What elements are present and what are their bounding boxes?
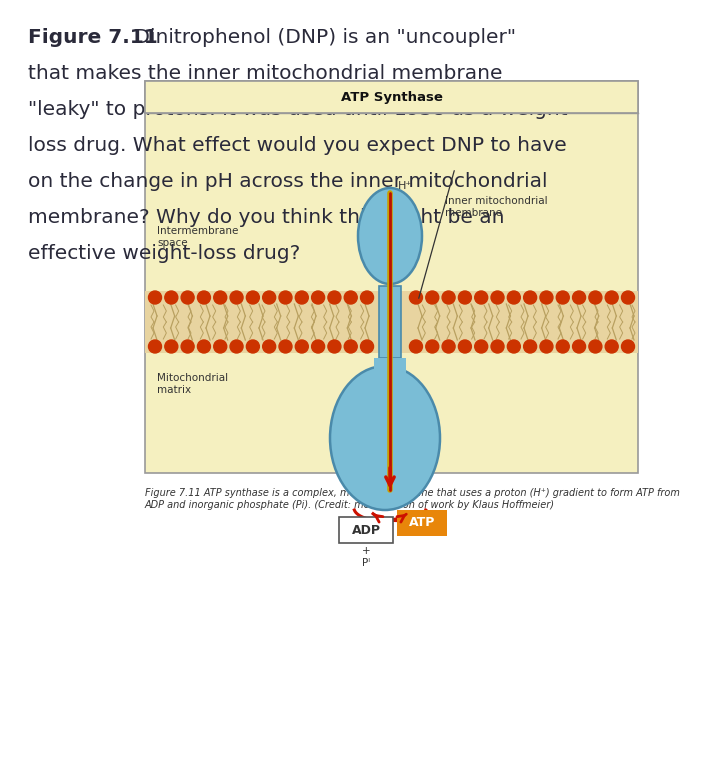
Circle shape <box>606 340 618 353</box>
Circle shape <box>557 340 570 353</box>
Circle shape <box>410 291 423 304</box>
Circle shape <box>426 340 438 353</box>
Text: Inner mitochondrial
membrane: Inner mitochondrial membrane <box>445 196 548 217</box>
Circle shape <box>606 291 618 304</box>
Ellipse shape <box>330 366 440 510</box>
Circle shape <box>621 291 634 304</box>
Circle shape <box>442 340 455 353</box>
Text: H⁺: H⁺ <box>398 181 413 191</box>
Circle shape <box>589 291 602 304</box>
Circle shape <box>491 340 504 353</box>
Circle shape <box>230 291 243 304</box>
Text: loss drug. What effect would you expect DNP to have: loss drug. What effect would you expect … <box>28 136 567 155</box>
Circle shape <box>230 340 243 353</box>
Text: on the change in pH across the inner mitochondrial: on the change in pH across the inner mit… <box>28 172 547 191</box>
Circle shape <box>181 340 194 353</box>
Circle shape <box>361 340 374 353</box>
Circle shape <box>344 340 357 353</box>
Circle shape <box>181 291 194 304</box>
Circle shape <box>312 291 325 304</box>
Circle shape <box>508 291 521 304</box>
Bar <box>145 81 638 473</box>
Circle shape <box>459 291 472 304</box>
Circle shape <box>426 291 438 304</box>
Text: Figure 7.11: Figure 7.11 <box>28 28 158 47</box>
Circle shape <box>148 291 161 304</box>
Circle shape <box>328 291 341 304</box>
Bar <box>379 286 401 358</box>
Text: +
Pᴵ: + Pᴵ <box>361 546 370 567</box>
Ellipse shape <box>358 188 422 284</box>
Circle shape <box>491 291 504 304</box>
Circle shape <box>459 340 472 353</box>
Text: membrane? Why do you think this might be an: membrane? Why do you think this might be… <box>28 208 505 227</box>
Text: Intermembrane
space: Intermembrane space <box>157 226 238 247</box>
Circle shape <box>572 340 585 353</box>
Circle shape <box>263 340 276 353</box>
Circle shape <box>246 340 259 353</box>
Circle shape <box>279 291 292 304</box>
Circle shape <box>295 340 308 353</box>
Text: Figure 7.11 ATP synthase is a complex, molecular machine that uses a proton (H⁺): Figure 7.11 ATP synthase is a complex, m… <box>145 488 680 510</box>
Circle shape <box>540 340 553 353</box>
Circle shape <box>540 291 553 304</box>
Bar <box>145 291 638 353</box>
Text: "leaky" to protons. It was used until 1938 as a weight-: "leaky" to protons. It was used until 19… <box>28 100 575 119</box>
Circle shape <box>295 291 308 304</box>
Circle shape <box>263 291 276 304</box>
Circle shape <box>246 291 259 304</box>
Circle shape <box>214 340 227 353</box>
Text: that makes the inner mitochondrial membrane: that makes the inner mitochondrial membr… <box>28 64 503 83</box>
Circle shape <box>410 340 423 353</box>
Bar <box>374 358 406 433</box>
Circle shape <box>214 291 227 304</box>
FancyBboxPatch shape <box>339 517 393 543</box>
Text: Dinitrophenol (DNP) is an "uncoupler": Dinitrophenol (DNP) is an "uncoupler" <box>128 28 516 47</box>
Circle shape <box>361 291 374 304</box>
Circle shape <box>312 340 325 353</box>
Circle shape <box>344 291 357 304</box>
Circle shape <box>523 340 536 353</box>
Circle shape <box>572 291 585 304</box>
Text: Mitochondrial
matrix: Mitochondrial matrix <box>157 373 228 395</box>
Bar <box>145 81 638 113</box>
Circle shape <box>474 291 487 304</box>
Circle shape <box>508 340 521 353</box>
Text: effective weight-loss drug?: effective weight-loss drug? <box>28 244 300 263</box>
Circle shape <box>328 340 341 353</box>
Text: ATP: ATP <box>409 517 435 530</box>
Circle shape <box>589 340 602 353</box>
Circle shape <box>165 291 178 304</box>
Circle shape <box>621 340 634 353</box>
Text: ADP: ADP <box>351 524 380 537</box>
Text: ATP Synthase: ATP Synthase <box>341 90 442 103</box>
FancyBboxPatch shape <box>397 510 447 536</box>
Circle shape <box>523 291 536 304</box>
Circle shape <box>197 340 210 353</box>
Circle shape <box>442 291 455 304</box>
Circle shape <box>197 291 210 304</box>
Circle shape <box>279 340 292 353</box>
Circle shape <box>557 291 570 304</box>
Circle shape <box>148 340 161 353</box>
Circle shape <box>474 340 487 353</box>
Circle shape <box>165 340 178 353</box>
